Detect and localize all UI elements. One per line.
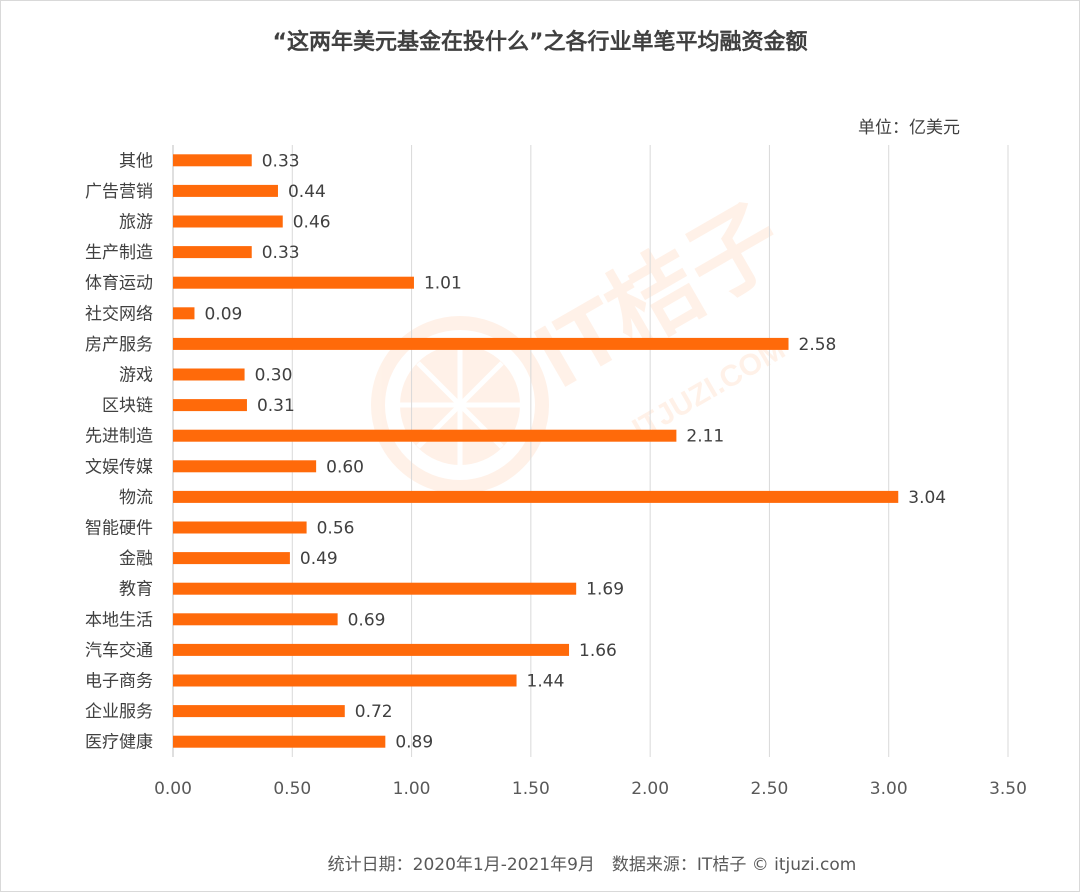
bar xyxy=(173,276,414,289)
category-label: 教育 xyxy=(119,580,153,600)
category-label: 金融 xyxy=(119,549,153,569)
category-label: 游戏 xyxy=(119,366,153,386)
data-label: 0.30 xyxy=(255,366,293,386)
bar xyxy=(173,307,195,320)
data-label: 0.49 xyxy=(300,549,338,569)
x-tick-labels: 0.00 0.50 1.00 1.50 2.00 2.50 3.00 3.50 xyxy=(154,779,1027,799)
data-label: 2.11 xyxy=(686,427,724,447)
bar xyxy=(173,521,307,534)
bar xyxy=(173,643,570,656)
data-label: 0.09 xyxy=(204,304,242,324)
unit-label: 单位：亿美元 xyxy=(858,118,960,138)
category-label: 旅游 xyxy=(119,213,153,233)
bar xyxy=(173,337,789,350)
bar xyxy=(173,215,283,228)
bar xyxy=(173,429,677,442)
category-label: 智能硬件 xyxy=(85,519,153,539)
category-label: 先进制造 xyxy=(85,427,153,447)
category-label: 企业服务 xyxy=(85,702,153,722)
category-label: 社交网络 xyxy=(85,304,153,324)
category-labels: 其他广告营销旅游生产制造体育运动社交网络房产服务游戏区块链先进制造文娱传媒物流智… xyxy=(85,151,153,752)
data-label: 0.46 xyxy=(293,213,331,233)
bars xyxy=(173,154,899,748)
category-label: 广告营销 xyxy=(85,182,153,202)
data-label: 1.44 xyxy=(527,672,565,692)
footer-note: 统计日期：2020年1月-2021年9月 数据来源：IT桔子 © itjuzi.… xyxy=(328,855,857,875)
category-label: 房产服务 xyxy=(85,335,153,355)
bar xyxy=(173,184,278,197)
bar xyxy=(173,368,245,381)
category-label: 生产制造 xyxy=(85,243,153,263)
data-label: 0.44 xyxy=(288,182,326,202)
bar xyxy=(173,154,252,167)
x-tick-label: 3.50 xyxy=(989,779,1027,799)
data-label: 0.31 xyxy=(257,396,295,416)
data-label: 0.60 xyxy=(326,457,364,477)
data-label: 0.33 xyxy=(262,243,300,263)
bar xyxy=(173,490,899,503)
x-tick-label: 1.00 xyxy=(393,779,431,799)
category-label: 医疗健康 xyxy=(85,733,153,753)
chart-title: “这两年美元基金在投什么”之各行业单笔平均融资金额 xyxy=(273,29,808,55)
category-label: 物流 xyxy=(119,488,153,508)
data-label: 3.04 xyxy=(908,488,946,508)
category-label: 电子商务 xyxy=(85,672,153,692)
x-tick-label: 0.00 xyxy=(154,779,192,799)
data-label: 0.33 xyxy=(262,151,300,171)
bar xyxy=(173,674,517,687)
category-label: 本地生活 xyxy=(85,610,153,630)
data-label: 0.69 xyxy=(348,610,386,630)
category-label: 其他 xyxy=(119,151,153,171)
x-tick-label: 3.00 xyxy=(870,779,908,799)
bar xyxy=(173,246,252,259)
data-label: 0.72 xyxy=(355,702,393,722)
bar xyxy=(173,582,577,595)
bar xyxy=(173,735,386,748)
data-label: 1.01 xyxy=(424,274,462,294)
data-label: 1.69 xyxy=(586,580,624,600)
data-labels: 0.33 0.44 0.46 0.33 1.01 0.09 2.58 0.30 0.31 2.11… xyxy=(204,151,946,752)
data-label: 1.66 xyxy=(579,641,617,661)
watermark-logo: IT桔子 ITJUZI.COM xyxy=(371,186,800,494)
bar xyxy=(173,399,247,412)
data-label: 0.89 xyxy=(395,733,433,753)
x-tick-label: 2.00 xyxy=(631,779,669,799)
category-label: 体育运动 xyxy=(85,274,153,294)
x-tick-label: 0.50 xyxy=(273,779,311,799)
bar xyxy=(173,613,338,626)
category-label: 文娱传媒 xyxy=(85,457,153,477)
bar xyxy=(173,460,317,473)
x-tick-label: 2.50 xyxy=(750,779,788,799)
bar xyxy=(173,705,345,718)
data-label: 2.58 xyxy=(799,335,837,355)
category-label: 区块链 xyxy=(102,396,153,416)
category-label: 汽车交通 xyxy=(85,641,153,661)
bar xyxy=(173,552,290,565)
data-label: 0.56 xyxy=(317,519,355,539)
x-tick-label: 1.50 xyxy=(512,779,550,799)
